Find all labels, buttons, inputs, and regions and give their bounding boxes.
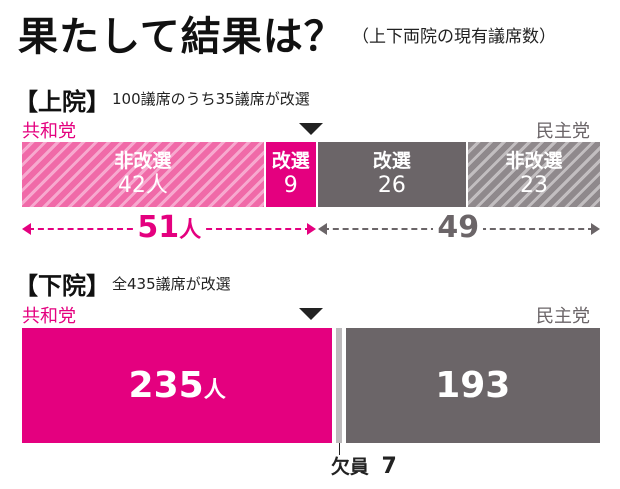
vacancy-tick bbox=[338, 443, 340, 455]
house-right-party: 民主党 bbox=[536, 306, 590, 327]
senate-segment-label: 改選 bbox=[271, 149, 310, 172]
house-segment-value: 193 bbox=[435, 364, 511, 406]
house-segment-2: 193 bbox=[345, 328, 600, 443]
majority-marker-house bbox=[299, 308, 323, 320]
house-left-party: 共和党 bbox=[22, 306, 76, 327]
senate-segment-0: 非改選 42人 bbox=[22, 142, 264, 207]
senate-dem-arrow-right bbox=[591, 223, 600, 235]
senate-total-0: 51人 bbox=[133, 210, 206, 245]
chart-title: 果たして結果は？ bbox=[18, 14, 345, 60]
senate-note: 100議席のうち35議席が改選 bbox=[112, 90, 310, 108]
senate-segment-3: 非改選 23 bbox=[468, 142, 600, 207]
house-segment-value: 235 bbox=[128, 364, 204, 406]
senate-total-1: 49 bbox=[433, 210, 484, 245]
senate-rep-arrow-left bbox=[22, 223, 31, 235]
vacancy-callout: 欠員 7 bbox=[331, 452, 397, 479]
senate-segment-label: 非改選 bbox=[114, 149, 172, 172]
senate-heading: 【上院】 bbox=[14, 88, 110, 116]
house-heading: 【下院】 bbox=[14, 272, 110, 300]
senate-segment-value: 23 bbox=[520, 172, 549, 198]
majority-marker-senate bbox=[299, 123, 323, 135]
senate-segment-label: 改選 bbox=[372, 149, 411, 172]
senate-segment-label: 非改選 bbox=[505, 149, 563, 172]
senate-bar: 非改選 42人 改選 9 改選 26 非改選 23 bbox=[22, 142, 600, 207]
chart-subtitle: （上下両院の現有議席数） bbox=[352, 27, 556, 47]
vacancy-value: 7 bbox=[381, 454, 397, 479]
senate-total-unit: 人 bbox=[179, 218, 202, 243]
house-segment-1 bbox=[336, 328, 342, 443]
senate-rep-arrow-right bbox=[306, 223, 316, 235]
senate-totals: 51人 49 bbox=[22, 210, 600, 248]
house-note: 全435議席が改選 bbox=[112, 275, 231, 293]
senate-right-party: 民主党 bbox=[536, 121, 590, 142]
senate-dem-arrow-left bbox=[317, 223, 327, 235]
senate-segment-2: 改選 26 bbox=[317, 142, 467, 207]
senate-segment-value: 42人 bbox=[117, 172, 168, 198]
senate-segment-1: 改選 9 bbox=[265, 142, 316, 207]
house-bar: 235人 193 bbox=[22, 328, 600, 443]
vacancy-label: 欠員 bbox=[330, 456, 369, 478]
senate-segment-value: 26 bbox=[377, 172, 406, 198]
senate-total-value: 51 bbox=[137, 210, 180, 245]
house-segment-unit: 人 bbox=[203, 377, 226, 403]
house-segment-0: 235人 bbox=[22, 328, 333, 443]
senate-segment-value: 9 bbox=[283, 172, 298, 198]
senate-total-value: 49 bbox=[437, 210, 480, 245]
senate-left-party: 共和党 bbox=[22, 121, 76, 142]
